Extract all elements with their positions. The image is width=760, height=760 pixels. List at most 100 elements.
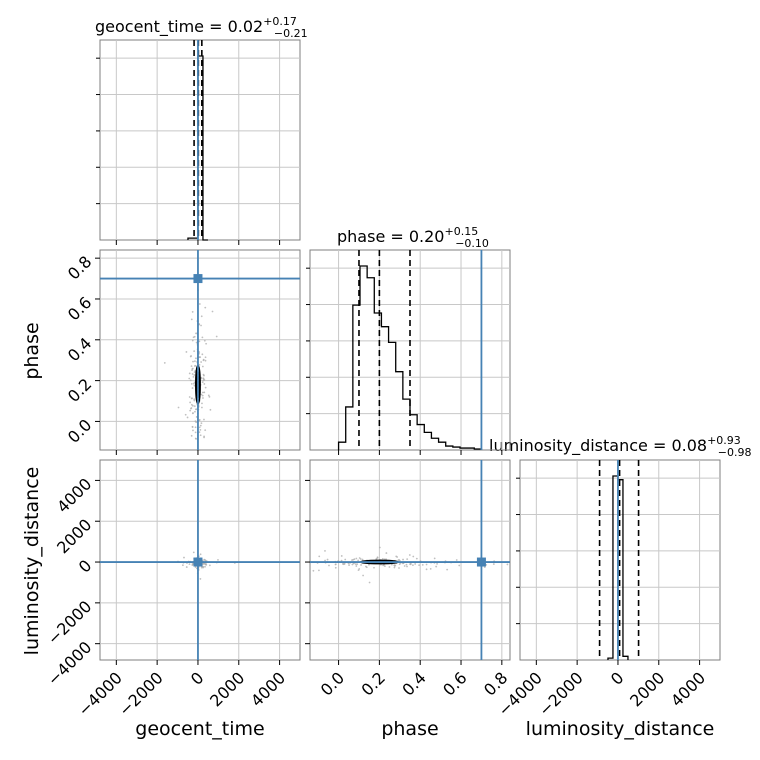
sample-point [191,339,194,342]
sample-point [351,563,354,566]
sample-point [446,568,449,571]
tick-label-x-luminosity_distance: −2000 [535,668,587,720]
sample-point [364,565,367,568]
sample-point [324,550,326,552]
sample-point [184,413,187,416]
sample-point [390,563,393,566]
sample-point [355,565,358,567]
sample-point [200,393,203,396]
sample-point [348,564,350,566]
tick-label-y-phase: 0.2 [64,375,95,406]
sample-point [201,353,204,356]
sample-point [395,555,398,558]
sample-point [204,306,207,309]
sample-point [190,434,193,437]
sample-point [188,396,191,398]
sample-point [344,558,347,561]
sample-point [199,424,202,427]
tick-label-y-phase: 0.0 [64,415,95,446]
sample-point [418,564,421,567]
sample-point [354,563,357,566]
sample-point [200,566,203,569]
sample-point [204,386,207,389]
sample-point [357,559,360,562]
sample-point [361,558,364,561]
sample-point [405,563,408,566]
sample-point [177,406,180,409]
sample-point [373,566,375,569]
sample-point [202,377,205,380]
sample-point [195,408,197,411]
sample-point [183,556,185,559]
sample-point [368,563,370,566]
tick-label-x-geocent_time: 4000 [247,668,289,710]
sample-point [199,356,202,359]
sample-point [436,562,438,565]
sample-point [205,342,208,345]
sample-point [191,426,194,428]
sample-point [425,563,428,566]
sample-point [200,361,203,363]
sample-point [203,383,206,385]
sample-point [191,387,194,389]
sample-point [191,373,194,375]
sample-point [198,431,201,434]
sample-point [425,568,428,571]
sample-point [195,357,197,360]
sample-point [352,558,355,561]
sample-point [199,553,202,556]
sample-point [375,558,378,561]
sample-point [193,405,196,408]
sample-point [215,335,218,338]
ylabel-luminosity-distance: luminosity_distance [21,467,43,656]
sample-point [204,429,207,432]
tick-label-x-phase: 0.4 [398,668,429,699]
sample-point [394,564,397,567]
sample-point [201,391,204,394]
sample-point [198,364,201,366]
tick-label-y-luminosity_distance: −4000 [44,638,96,690]
sample-point [190,407,192,410]
sample-point [492,563,495,565]
sample-point [199,428,202,431]
sample-point [382,564,385,567]
sample-point [376,556,379,559]
tick-label-y-phase: 0.8 [64,252,95,283]
sample-point [193,382,195,385]
sample-point [193,384,196,387]
sample-point [217,559,219,561]
tick-label-y-phase: 0.6 [64,293,95,324]
sample-point [189,379,192,382]
sample-point [201,365,204,368]
sample-point [190,383,193,385]
sample-point [198,303,201,305]
sample-point [198,340,201,343]
tick-label-y-luminosity_distance: 4000 [53,474,95,516]
tick-label-x-geocent_time: 2000 [206,668,248,710]
sample-point [406,558,409,561]
xlabel-luminosity-distance: luminosity_distance [526,718,715,740]
sample-point [421,563,424,566]
sample-point [385,552,388,554]
sample-point [193,381,196,384]
sample-point [194,431,197,434]
sample-point [193,398,196,401]
sample-point [415,557,418,560]
sample-point [194,426,197,429]
sample-point [190,397,193,400]
sample-point [318,569,320,572]
panel-geocent_time__luminosity_distance-frame [99,459,301,661]
sample-point [189,401,192,404]
sample-point [194,364,197,367]
sample-point [193,335,196,338]
sample-point [193,350,196,353]
sample-point [190,318,193,321]
sample-point [191,311,194,313]
sample-point [191,412,194,415]
sample-point [195,341,198,344]
sample-point [360,564,362,566]
tick-label-x-geocent_time: −2000 [115,668,167,720]
tick-label-x-geocent_time: −4000 [74,668,126,720]
sample-point [209,408,212,411]
sample-point [203,379,206,381]
